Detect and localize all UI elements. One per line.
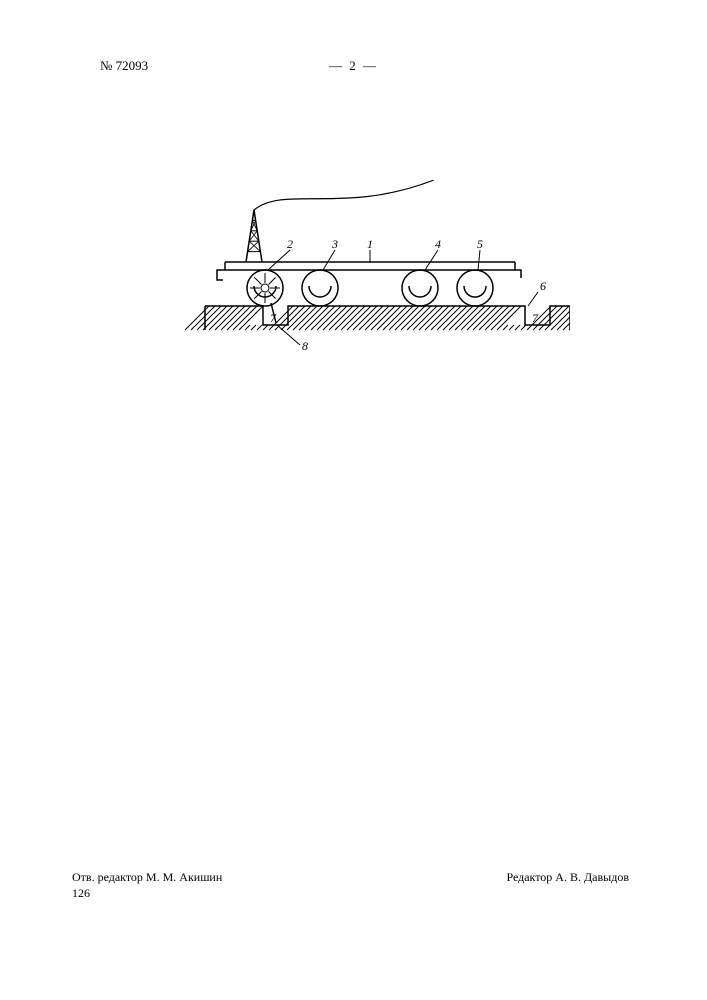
svg-text:7: 7	[270, 311, 277, 325]
svg-text:4: 4	[435, 237, 441, 251]
svg-text:3: 3	[331, 237, 338, 251]
editor: Редактор А. В. Давыдов	[506, 870, 629, 885]
svg-text:7: 7	[532, 311, 539, 325]
svg-text:6: 6	[540, 279, 546, 293]
svg-text:5: 5	[477, 237, 483, 251]
svg-text:2: 2	[287, 237, 293, 251]
page-indicator: — 2 —	[0, 58, 707, 74]
svg-text:1: 1	[367, 237, 373, 251]
footer-number: 126	[72, 886, 90, 901]
editor-responsible: Отв. редактор М. М. Акишин	[72, 870, 222, 885]
svg-text:8: 8	[302, 339, 308, 353]
figure-diagram: 2 3 1 4 5 6 7 7 8	[130, 180, 570, 410]
